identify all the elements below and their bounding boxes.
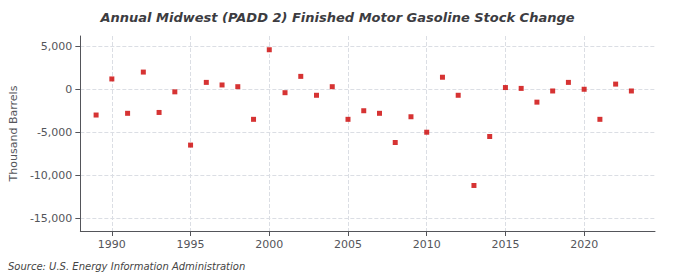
svg-text:Annual Midwest (PADD 2) Finish: Annual Midwest (PADD 2) Finished Motor G… bbox=[99, 10, 574, 25]
svg-text:Thousand Barrels: Thousand Barrels bbox=[7, 85, 20, 182]
svg-text:2015: 2015 bbox=[491, 238, 519, 251]
svg-text:5,000: 5,000 bbox=[41, 40, 73, 53]
svg-text:2010: 2010 bbox=[413, 238, 441, 251]
svg-text:2005: 2005 bbox=[334, 238, 362, 251]
svg-text:2000: 2000 bbox=[255, 238, 283, 251]
svg-text:-10,000: -10,000 bbox=[30, 169, 72, 182]
svg-text:1995: 1995 bbox=[177, 238, 205, 251]
svg-text:1990: 1990 bbox=[98, 238, 126, 251]
svg-text:-5,000: -5,000 bbox=[37, 126, 72, 139]
svg-text:0: 0 bbox=[65, 83, 72, 96]
svg-text:2020: 2020 bbox=[570, 238, 598, 251]
svg-text:-15,000: -15,000 bbox=[30, 212, 72, 225]
svg-text:Source: U.S. Energy Informatio: Source: U.S. Energy Information Administ… bbox=[8, 261, 245, 272]
